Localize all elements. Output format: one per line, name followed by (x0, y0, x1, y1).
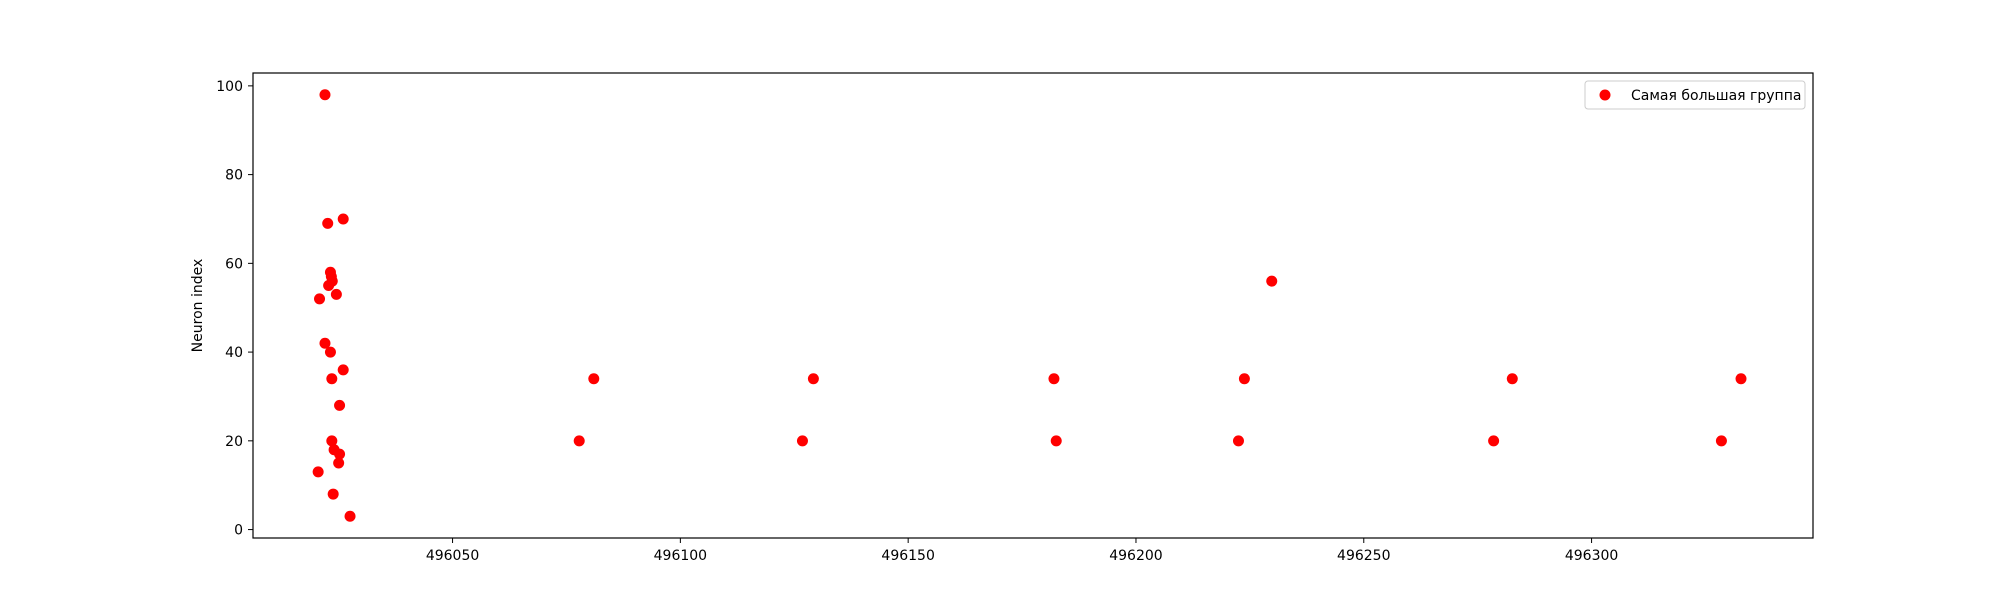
data-point (1238, 373, 1250, 385)
x-axis: 496050 496100 496150 496200 496250 496300 (426, 538, 1618, 564)
data-points (312, 89, 1747, 522)
data-point (337, 364, 349, 376)
y-axis-label: Neuron index (190, 259, 206, 353)
y-tick-label: 60 (225, 256, 243, 272)
x-tick-label: 496100 (654, 548, 707, 564)
x-tick-label: 496050 (426, 548, 479, 564)
y-tick-label: 80 (225, 168, 243, 184)
data-point (312, 466, 324, 478)
x-tick-label: 496200 (1109, 548, 1162, 564)
data-point (334, 448, 346, 460)
x-tick-label: 496250 (1337, 548, 1390, 564)
data-point (326, 275, 338, 287)
data-point (326, 373, 338, 385)
data-point (588, 373, 600, 385)
data-point (1735, 373, 1747, 385)
legend-marker (1599, 89, 1611, 101)
data-point (1715, 435, 1727, 447)
data-point (1506, 373, 1518, 385)
legend-label: Самая большая группа (1631, 88, 1801, 104)
x-tick-label: 496150 (881, 548, 934, 564)
y-tick-label: 40 (225, 345, 243, 361)
data-point (1266, 275, 1278, 287)
data-point (573, 435, 585, 447)
data-point (1488, 435, 1500, 447)
data-point (330, 288, 342, 300)
legend-box (1584, 80, 1806, 110)
y-tick-label: 100 (216, 79, 243, 95)
data-point (807, 373, 819, 385)
data-point (319, 89, 331, 101)
data-point (1050, 435, 1062, 447)
legend: Самая большая группа (1584, 80, 1806, 110)
data-point (334, 399, 346, 411)
y-tick-label: 0 (234, 523, 243, 539)
data-point (326, 435, 338, 447)
data-point (337, 213, 349, 225)
data-point (796, 435, 808, 447)
data-point (1232, 435, 1244, 447)
y-axis: 0 20 40 60 80 100 (216, 79, 253, 539)
x-tick-label: 496300 (1565, 548, 1618, 564)
data-point (314, 293, 326, 305)
plot-frame (252, 72, 1814, 539)
data-point (333, 457, 345, 469)
data-point (319, 337, 331, 349)
data-point (324, 346, 336, 358)
data-point (322, 217, 334, 229)
data-point (344, 510, 356, 522)
y-tick-label: 20 (225, 434, 243, 450)
data-point (1048, 373, 1060, 385)
data-point (327, 488, 339, 500)
